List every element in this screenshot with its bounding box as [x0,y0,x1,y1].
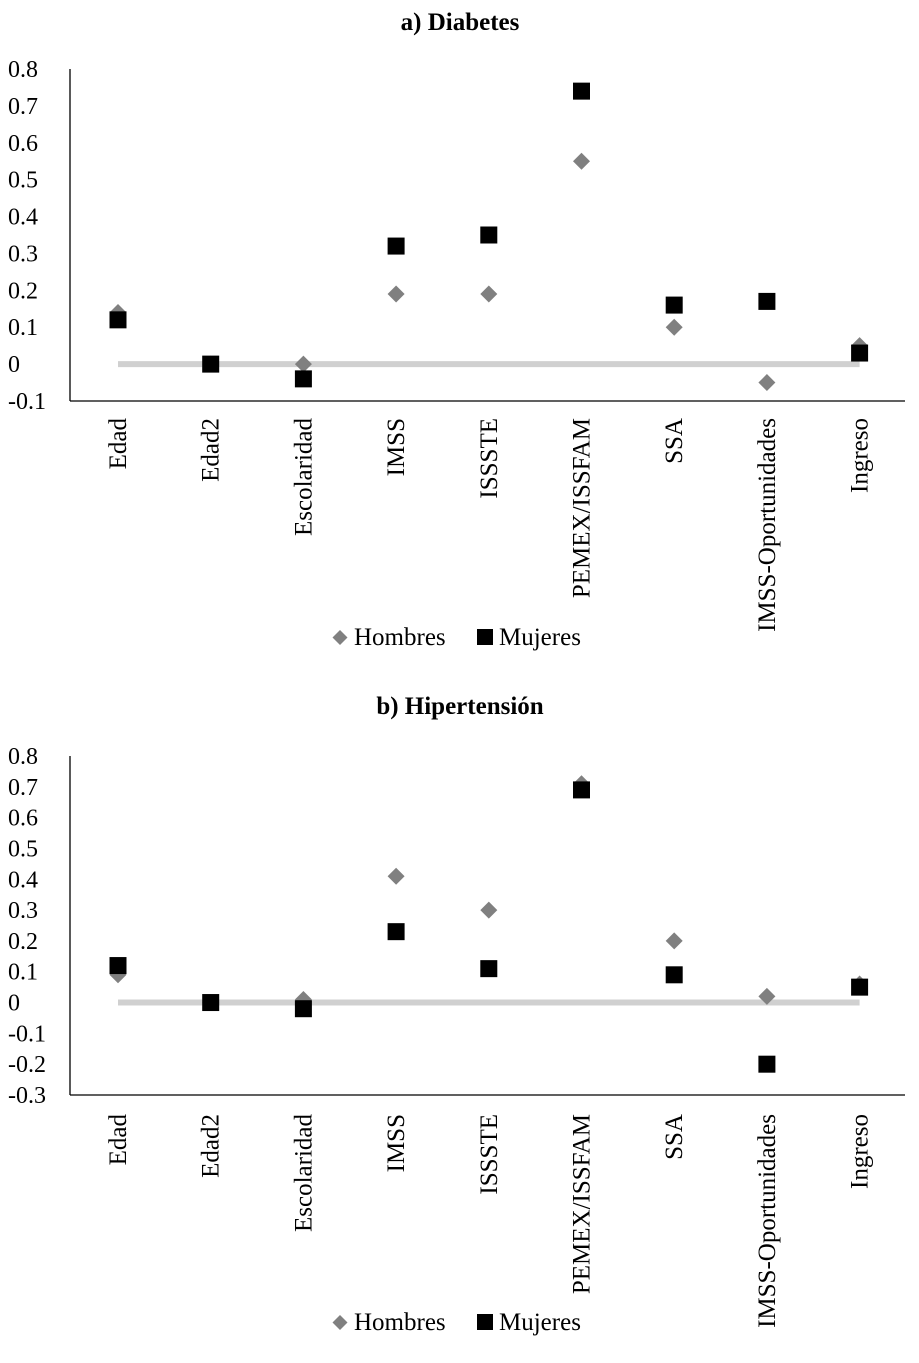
x-category-label: Edad2 [198,1114,225,1178]
point-mujeres [294,1000,312,1018]
x-category-label: IMSS [383,418,410,476]
point-mujeres [665,296,683,314]
legend-marker-mujeres [477,629,493,645]
chart-title: a) Diabetes [401,9,520,36]
legend: Hombres Mujeres [332,624,581,651]
chart-panel-1: a) Diabetes -0.1 0 0.1 0.2 0.3 0.4 0.5 0.6 0.7 0.8… [8,9,905,651]
x-category-label: Edad [105,1114,132,1166]
y-tick-label: 0.5 [8,836,38,862]
y-tick-label: 0 [8,991,20,1017]
y-tick-label: 0.8 [8,744,38,770]
x-category-label: Edad2 [198,418,225,482]
y-tick-label: -0.1 [8,1021,46,1047]
x-category-label: PEMEX/ISSFAM [569,418,596,598]
x-category-label: ISSSTE [476,1114,503,1195]
legend-marker-hombres [332,630,348,645]
legend: Hombres Mujeres [332,1309,581,1336]
legend-label-hombres: Hombres [354,624,446,651]
x-category-label: Edad [105,418,132,470]
y-tick-label: 0 [8,352,20,378]
x-category-label: Escolaridad [290,1114,317,1233]
legend-marker-mujeres [477,1314,493,1330]
point-mujeres [758,292,776,310]
legend-label-hombres: Hombres [354,1309,446,1336]
y-tick-label: 0.7 [8,94,38,120]
point-mujeres [665,966,683,984]
point-hombres [480,901,498,919]
x-category-label: IMSS-Oportunidades [754,1114,781,1328]
y-tick-label: 0.6 [8,806,38,832]
x-category-label: IMSS [383,1114,410,1172]
point-mujeres [480,960,498,978]
y-tick-label: -0.3 [8,1083,46,1109]
chart-panel-2: b) Hipertensión -0.3 -0.2 -0.1 0 0.1 0.2 0.3 0.4… [8,693,905,1336]
x-category-label: ISSSTE [476,418,503,499]
x-category-label: SSA [661,418,688,464]
y-tick-label: 0.1 [8,960,38,986]
y-tick-label: -0.1 [8,389,46,415]
point-hombres [480,285,498,303]
point-mujeres [387,923,405,941]
point-hombres [387,285,405,303]
point-mujeres [202,994,220,1012]
y-tick-label: 0.5 [8,168,38,194]
point-hombres [665,932,683,950]
x-category-label: PEMEX/ISSFAM [569,1114,596,1294]
point-hombres [387,867,405,885]
y-tick-label: 0.2 [8,929,38,955]
x-category-label: IMSS-Oportunidades [754,418,781,632]
y-tick-label: 0.1 [8,315,38,341]
x-category-label: Ingreso [847,418,874,493]
y-tick-label: 0.3 [8,241,38,267]
legend-label-mujeres: Mujeres [499,1309,581,1336]
x-category-label: Escolaridad [290,418,317,537]
point-mujeres [480,226,498,244]
y-tick-label: 0.2 [8,278,38,304]
y-tick-label: 0.3 [8,898,38,924]
y-tick-label: 0.4 [8,205,38,231]
point-mujeres [758,1055,776,1073]
point-hombres [758,374,776,392]
point-hombres [665,318,683,336]
y-tick-label: 0.7 [8,775,38,801]
chart-title: b) Hipertensión [376,693,543,720]
point-hombres [758,987,776,1005]
y-tick-label: 0.8 [8,57,38,83]
legend-label-mujeres: Mujeres [499,624,581,651]
x-category-label: SSA [661,1114,688,1160]
point-mujeres [109,957,127,975]
point-mujeres [294,370,312,388]
point-hombres [294,355,312,373]
point-hombres [573,152,590,170]
point-mujeres [109,311,127,329]
point-mujeres [202,355,220,373]
point-mujeres [573,82,590,100]
point-mujeres [387,237,405,255]
legend-marker-hombres [332,1315,348,1330]
point-mujeres [851,344,869,362]
point-mujeres [851,978,869,996]
y-tick-label: 0.4 [8,867,38,893]
x-category-label: Ingreso [847,1114,874,1189]
y-tick-label: 0.6 [8,131,38,157]
point-mujeres [573,781,590,799]
y-tick-label: -0.2 [8,1052,46,1078]
